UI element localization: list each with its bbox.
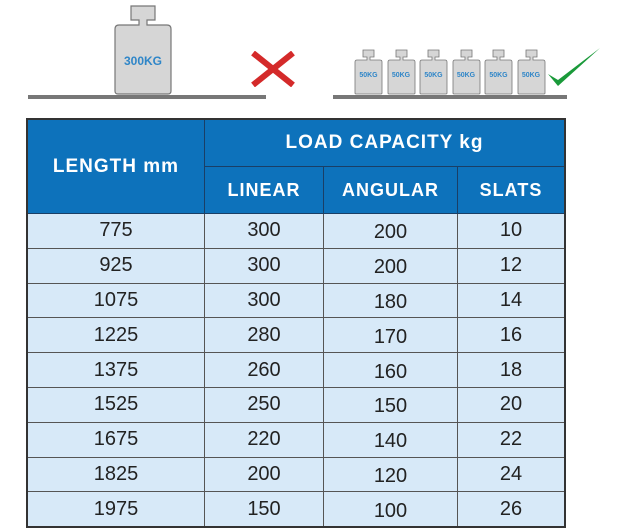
small-weight: 50KG: [484, 49, 513, 95]
table-row: 1675 220 140 22: [26, 421, 566, 458]
small-weight-label: 50KG: [521, 72, 541, 79]
slats-cell: 24: [457, 456, 566, 493]
weight-icon: [517, 49, 545, 95]
angular-cell: 200: [323, 247, 458, 284]
linear-header: LINEAR: [204, 166, 324, 214]
slats-cell: 20: [457, 386, 566, 423]
table-row: 1525 250 150 20: [26, 386, 566, 423]
angular-cell: 160: [323, 352, 458, 388]
green-check-icon: [548, 48, 600, 86]
linear-cell: 260: [204, 352, 324, 388]
slats-cell: 22: [457, 421, 566, 458]
angular-cell: 200: [323, 213, 458, 249]
linear-cell: 250: [204, 386, 324, 423]
weight-icon: [484, 49, 513, 95]
length-header: LENGTH mm: [26, 118, 205, 214]
table-row: 1075 300 180 14: [26, 282, 566, 319]
angular-cell: 150: [323, 386, 458, 423]
slats-header: SLATS: [457, 166, 566, 214]
length-cell: 1675: [26, 421, 205, 458]
load-capacity-table: LENGTH mm LOAD CAPACITY kg LINEAR ANGULA…: [26, 118, 566, 528]
heavy-weight: 300KG: [114, 5, 172, 95]
table-row: 775 300 200 10: [26, 213, 566, 249]
linear-cell: 150: [204, 491, 324, 528]
linear-cell: 220: [204, 421, 324, 458]
table-row: 1975 150 100 26: [26, 491, 566, 528]
length-cell: 1525: [26, 386, 205, 423]
small-weight: 50KG: [419, 49, 448, 95]
angular-cell: 120: [323, 456, 458, 493]
small-weight: 50KG: [387, 49, 416, 95]
length-cell: 925: [26, 247, 205, 284]
table-row: 1225 280 170 16: [26, 317, 566, 354]
red-x-icon: [251, 51, 295, 87]
length-cell: 1975: [26, 491, 205, 528]
table-row: 1375 260 160 18: [26, 352, 566, 388]
linear-cell: 200: [204, 456, 324, 493]
small-weight-label: 50KG: [456, 72, 476, 79]
heavy-weight-label: 300KG: [123, 54, 163, 68]
weight-icon: [387, 49, 415, 95]
small-weight-label: 50KG: [359, 72, 378, 79]
weight-icon: [354, 49, 383, 95]
small-weight: 50KG: [452, 49, 481, 95]
small-weight-label: 50KG: [424, 72, 443, 79]
linear-cell: 300: [204, 247, 324, 284]
slats-cell: 14: [457, 282, 566, 319]
weight-icon: [419, 49, 448, 95]
angular-cell: 140: [323, 421, 458, 458]
load-capacity-header: LOAD CAPACITY kg: [204, 118, 566, 167]
small-weight-label: 50KG: [489, 72, 508, 79]
angular-cell: 180: [323, 282, 458, 319]
length-cell: 1075: [26, 282, 205, 319]
right-shelf: [333, 95, 567, 99]
length-cell: 1375: [26, 352, 205, 388]
small-weight: 50KG: [354, 49, 383, 95]
angular-cell: 170: [323, 317, 458, 354]
linear-cell: 300: [204, 213, 324, 249]
slats-cell: 16: [457, 317, 566, 354]
weight-icon: [114, 5, 172, 95]
small-weight: 50KG: [517, 49, 546, 95]
slats-cell: 10: [457, 213, 566, 249]
linear-cell: 300: [204, 282, 324, 319]
table-row: 1825 200 120 24: [26, 456, 566, 493]
slats-cell: 18: [457, 352, 566, 388]
length-cell: 1825: [26, 456, 205, 493]
small-weight-label: 50KG: [391, 72, 411, 79]
left-shelf: [28, 95, 266, 99]
slats-cell: 26: [457, 491, 566, 528]
angular-cell: 100: [323, 491, 458, 528]
table-row: 925 300 200 12: [26, 247, 566, 284]
weight-icon: [452, 49, 480, 95]
slats-cell: 12: [457, 247, 566, 284]
angular-header: ANGULAR: [323, 166, 458, 214]
length-cell: 1225: [26, 317, 205, 354]
length-cell: 775: [26, 213, 205, 249]
linear-cell: 280: [204, 317, 324, 354]
